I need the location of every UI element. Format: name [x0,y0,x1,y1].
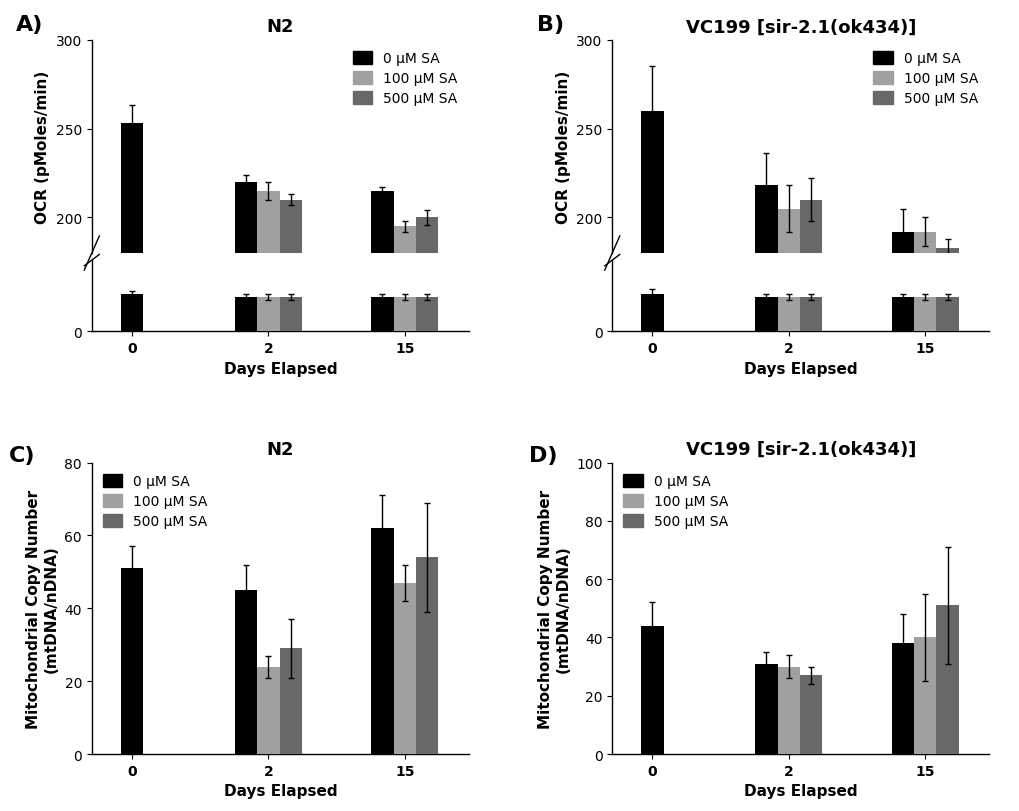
Text: D): D) [529,445,557,466]
Bar [891,298,913,332]
Bar [641,295,663,332]
Y-axis label: Mitochondrial Copy Number
(mtDNA/nDNA): Mitochondrial Copy Number (mtDNA/nDNA) [26,489,59,728]
Bar [913,298,935,332]
Bar [416,218,438,573]
Title: VC199 [sir-2.1(ok434)]: VC199 [sir-2.1(ok434)] [685,440,915,458]
Text: A): A) [16,15,44,35]
Bar [371,298,393,332]
Bar [257,298,279,332]
Bar [641,112,663,573]
Y-axis label: OCR (pMoles/min): OCR (pMoles/min) [36,71,50,224]
Bar [891,233,913,573]
X-axis label: Days Elapsed: Days Elapsed [223,783,337,799]
Bar [776,298,799,332]
Bar [257,667,279,754]
Title: VC199 [sir-2.1(ok434)]: VC199 [sir-2.1(ok434)] [685,18,915,36]
Bar [776,209,799,573]
Bar [257,191,279,573]
Bar [120,569,143,754]
Bar [799,298,821,332]
X-axis label: Days Elapsed: Days Elapsed [743,783,857,799]
Bar [120,295,143,332]
Legend: 0 μM SA, 100 μM SA, 500 μM SA: 0 μM SA, 100 μM SA, 500 μM SA [868,48,981,110]
Bar [279,200,302,573]
Title: N2: N2 [266,440,293,458]
Bar [393,298,416,332]
Legend: 0 μM SA, 100 μM SA, 500 μM SA: 0 μM SA, 100 μM SA, 500 μM SA [99,470,212,532]
Text: C): C) [9,445,36,466]
Bar [891,644,913,754]
Bar [279,649,302,754]
Y-axis label: OCR (pMoles/min): OCR (pMoles/min) [555,71,571,224]
Bar [913,233,935,573]
Y-axis label: Mitochondrial Copy Number
(mtDNA/nDNA): Mitochondrial Copy Number (mtDNA/nDNA) [538,489,570,728]
Bar [935,248,958,573]
Bar [776,667,799,754]
Bar [799,200,821,573]
Bar [754,664,776,754]
Bar [754,298,776,332]
Bar [234,182,257,573]
Bar [393,583,416,754]
Bar [234,590,257,754]
X-axis label: Days Elapsed: Days Elapsed [223,361,337,376]
Bar [120,124,143,573]
Bar [371,191,393,573]
Title: N2: N2 [266,18,293,36]
Bar [799,676,821,754]
Bar [641,626,663,754]
Bar [393,227,416,573]
Bar [913,637,935,754]
Bar [279,298,302,332]
Bar [234,298,257,332]
Legend: 0 μM SA, 100 μM SA, 500 μM SA: 0 μM SA, 100 μM SA, 500 μM SA [348,48,462,110]
Bar [935,298,958,332]
Bar [416,558,438,754]
Legend: 0 μM SA, 100 μM SA, 500 μM SA: 0 μM SA, 100 μM SA, 500 μM SA [619,470,732,532]
X-axis label: Days Elapsed: Days Elapsed [743,361,857,376]
Text: B): B) [536,15,564,35]
Bar [371,529,393,754]
Bar [754,187,776,573]
Bar [416,298,438,332]
Bar [935,606,958,754]
